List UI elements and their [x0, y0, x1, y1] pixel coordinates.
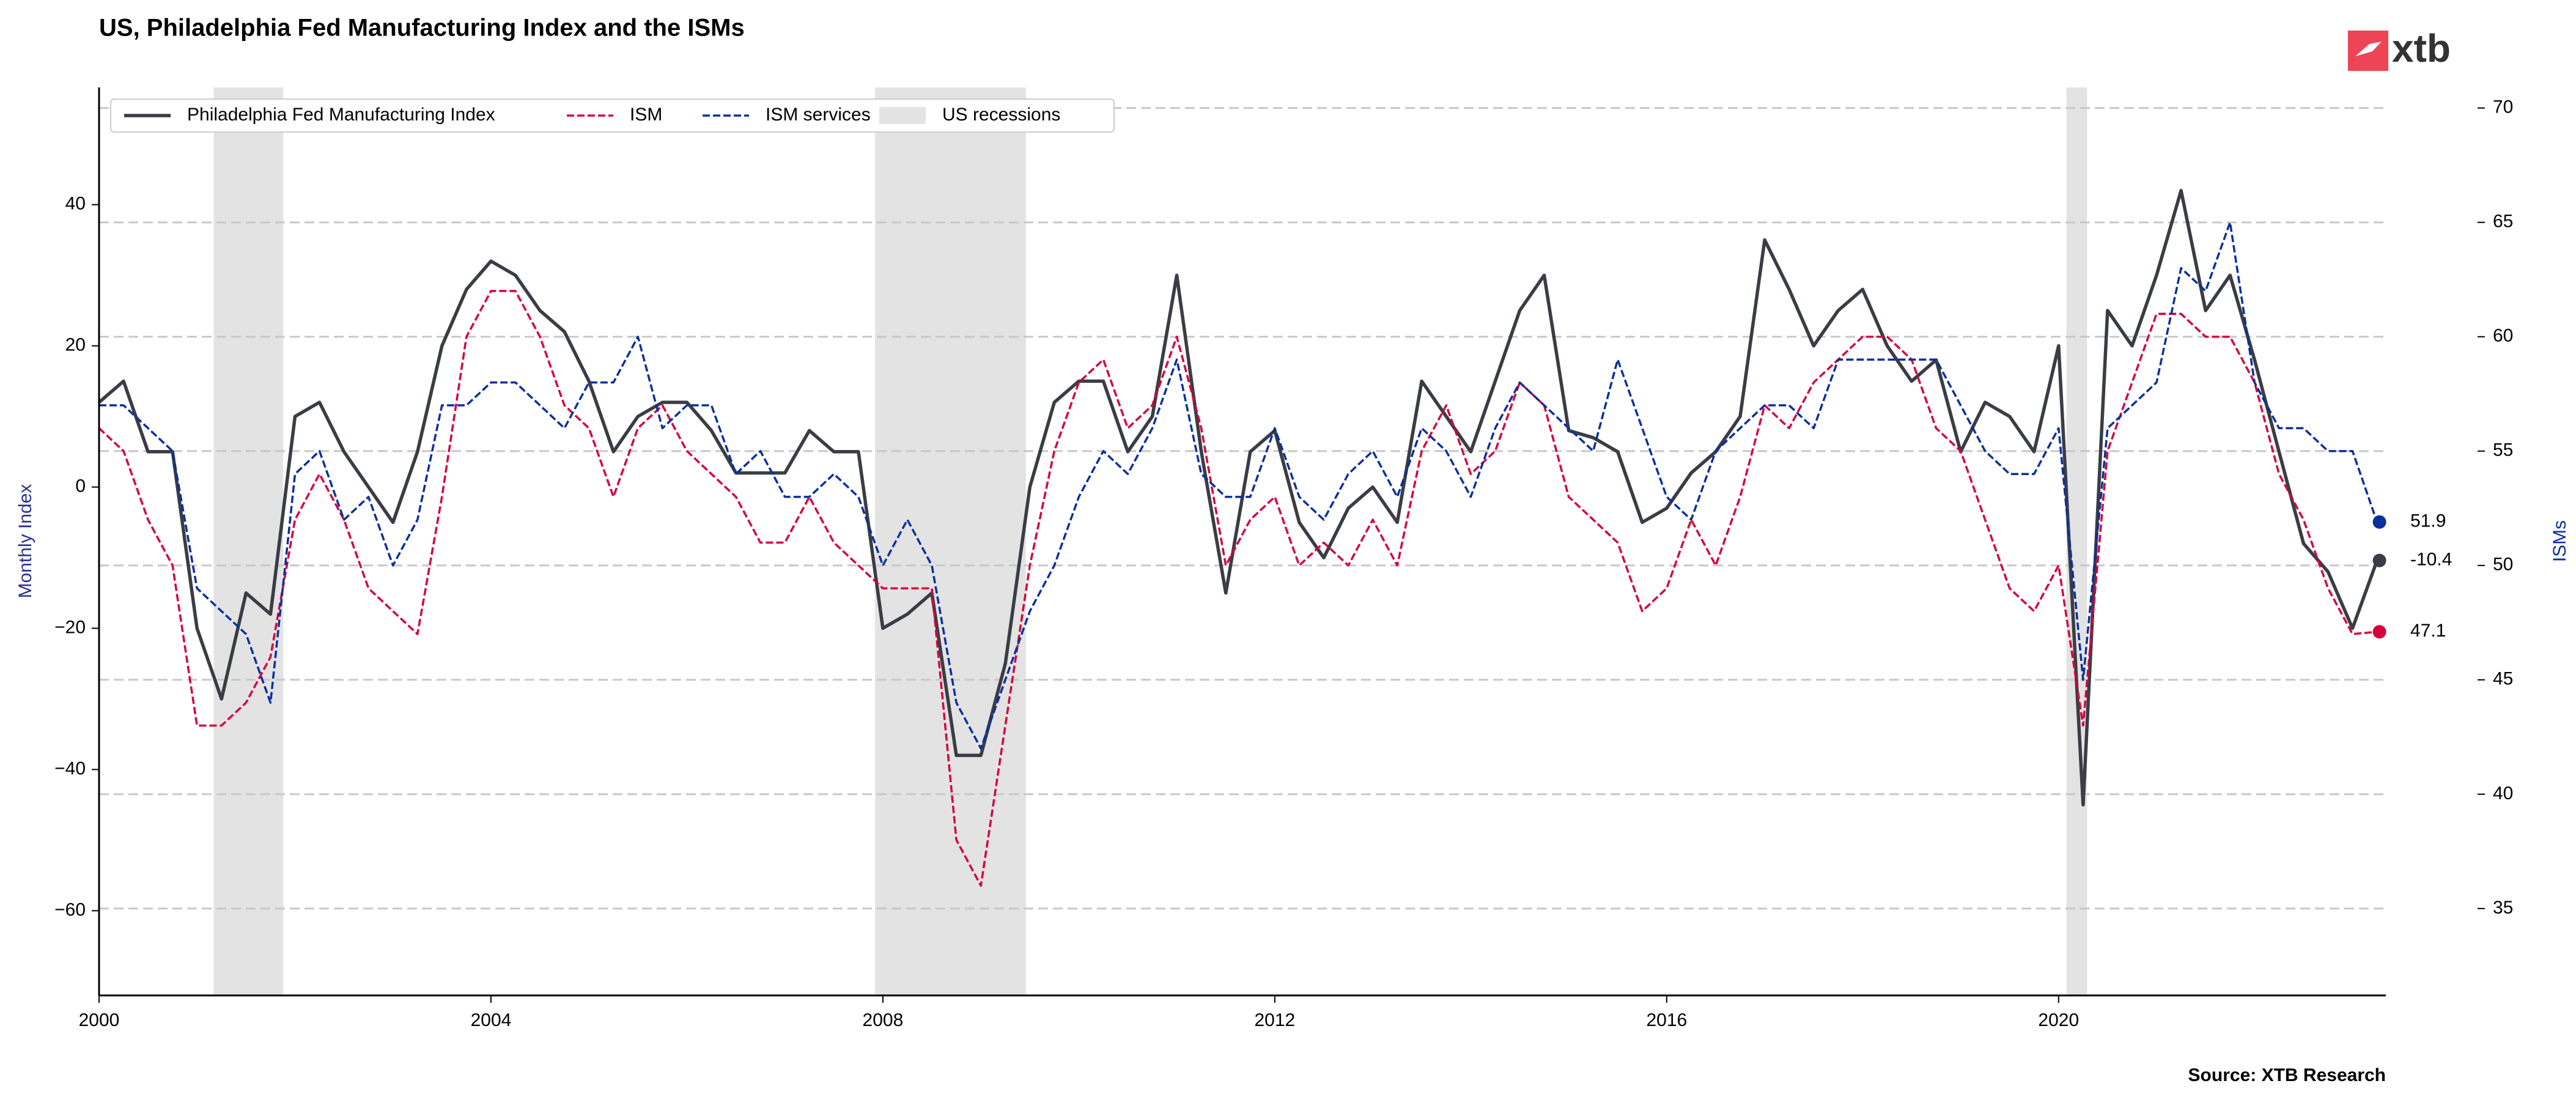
y-tick-label: −60: [54, 899, 86, 920]
x-tick-label: 2020: [2038, 1010, 2079, 1030]
end-dot: [2372, 553, 2386, 567]
x-tick-label: 2012: [1255, 1010, 1296, 1030]
series-line: [99, 221, 2379, 750]
x-tick-label: 2016: [1646, 1010, 1687, 1030]
end-label: 47.1: [2410, 621, 2446, 641]
y2-tick-label: 50: [2493, 555, 2513, 575]
end-dot: [2372, 625, 2386, 639]
y2-tick-label: 60: [2493, 326, 2513, 346]
logo-arrow: [2355, 42, 2382, 56]
legend-label: ISM services: [766, 105, 871, 125]
x-tick-label: 2008: [863, 1010, 904, 1030]
y-tick-label: −40: [54, 758, 86, 778]
source: Source: XTB Research: [2188, 1065, 2386, 1085]
recession-band: [213, 87, 284, 995]
logo-text: xtb: [2392, 26, 2451, 70]
y2-tick-label: 45: [2493, 669, 2513, 689]
end-label: -10.4: [2410, 550, 2452, 570]
y2-tick-label: 55: [2493, 440, 2513, 460]
end-dot: [2372, 515, 2386, 529]
series-line: [98, 290, 2377, 887]
legend-label: US recessions: [942, 105, 1060, 125]
logo: xtb: [2348, 26, 2451, 71]
y-tick-label: 20: [65, 335, 86, 355]
legend-label: ISM: [630, 105, 662, 125]
recession-band: [875, 87, 1026, 995]
legend-label: Philadelphia Fed Manufacturing Index: [187, 105, 495, 125]
legend-swatch: [879, 107, 926, 124]
y-tick-label: −20: [54, 617, 86, 637]
y-tick-label: 40: [65, 194, 86, 214]
y-axis-label: Monthly Index: [15, 484, 35, 599]
y2-axis-label: ISMs: [2550, 520, 2570, 562]
y2-tick-label: 70: [2493, 97, 2513, 117]
x-tick-label: 2004: [471, 1010, 512, 1030]
end-label: 51.9: [2410, 511, 2446, 531]
y2-tick-label: 65: [2493, 212, 2513, 232]
y2-tick-label: 35: [2493, 898, 2513, 918]
series-line: [98, 188, 2379, 807]
x-tick-label: 2000: [79, 1010, 120, 1030]
y2-tick-label: 40: [2493, 783, 2513, 803]
chart-title: US, Philadelphia Fed Manufacturing Index…: [99, 15, 745, 42]
y-tick-label: 0: [75, 476, 86, 496]
